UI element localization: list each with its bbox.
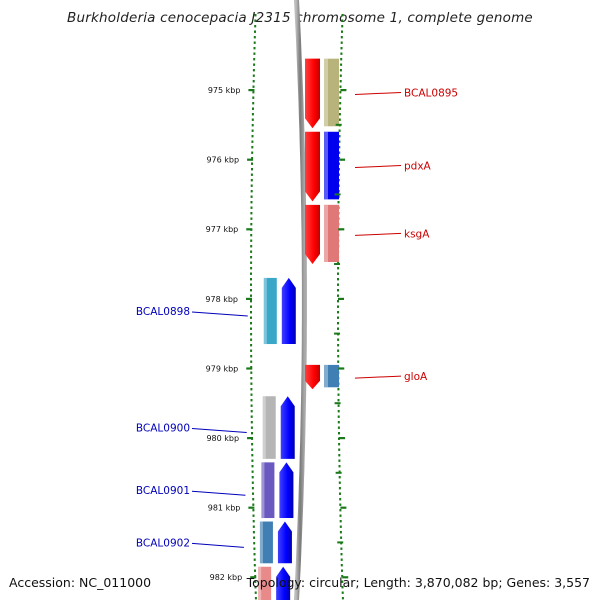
cog-highlight	[324, 364, 328, 388]
tick-label: 981 kbp	[208, 504, 241, 513]
tick-label: 979 kbp	[206, 364, 239, 373]
reverse-gene-BCAL0898	[263, 277, 296, 345]
forward-gene-gloA	[305, 364, 339, 390]
reverse-cog-box	[262, 396, 276, 459]
inner-tick	[247, 437, 254, 440]
reverse-arrow	[280, 396, 295, 459]
forward-label-leader	[354, 165, 402, 169]
outer-tick	[338, 297, 345, 300]
tick-label: 975 kbp	[208, 86, 241, 95]
forward-label-leader	[354, 375, 402, 379]
reverse-gene-4	[258, 566, 291, 600]
outer-tick	[339, 437, 346, 440]
backbone-curve	[293, 0, 307, 600]
reverse-arrow	[279, 462, 294, 519]
inner-tick	[248, 89, 255, 92]
reverse-label-leader	[191, 490, 246, 496]
forward-gene-label: ksgA	[404, 228, 430, 240]
forward-arrow	[305, 364, 320, 390]
inner-tick	[250, 576, 257, 579]
genome-backbone	[293, 0, 307, 600]
forward-label-leader	[354, 232, 402, 236]
minor-tick	[334, 193, 341, 196]
reverse-gene-BCAL0901	[261, 462, 294, 519]
cog-highlight	[324, 204, 328, 262]
outer-tick	[340, 89, 347, 92]
reverse-label-leader	[191, 428, 247, 434]
outer-tick	[342, 576, 349, 579]
reverse-cog-box	[258, 566, 272, 600]
reverse-gene-label: BCAL0901	[136, 485, 190, 497]
outer-tick	[338, 228, 345, 231]
reverse-gene-BCAL0902	[259, 521, 292, 564]
kbp-ruler: 975 kbp 976 kbp 977 kbp 978 kbp 979 kbp 980 k…	[205, 86, 349, 582]
outer-tick	[340, 506, 347, 509]
reverse-label-leader	[191, 542, 244, 548]
reverse-arrow	[276, 566, 291, 600]
cog-highlight	[263, 277, 267, 345]
cog-highlight	[261, 462, 265, 519]
cog-highlight	[262, 396, 266, 459]
tick-label: 976 kbp	[206, 156, 239, 165]
gene-features	[258, 58, 339, 600]
forward-gene-pdxA	[305, 131, 339, 202]
reverse-cog-box	[259, 521, 273, 564]
gene-labels: BCAL0895 pdxA ksgA gloA BCAL0898 BCAL0900 BCAL…	[136, 87, 458, 549]
forward-gene-label: gloA	[404, 371, 428, 383]
reverse-gene-BCAL0900	[262, 396, 295, 459]
forward-gene-label: BCAL0895	[404, 87, 458, 99]
inner-tick	[247, 158, 254, 161]
minor-tick	[334, 402, 341, 405]
outer-tick	[338, 367, 345, 370]
minor-tick	[334, 332, 341, 335]
reverse-gene-label: BCAL0902	[136, 537, 190, 549]
cog-highlight	[324, 131, 328, 200]
inner-dotted-line	[250, 14, 257, 600]
forward-label-leader	[354, 91, 402, 95]
tick-label: 978 kbp	[205, 295, 238, 304]
forward-arrow	[305, 204, 320, 264]
tick-label: 980 kbp	[206, 434, 239, 443]
reverse-gene-label: BCAL0900	[136, 423, 190, 435]
cog-highlight	[258, 566, 262, 600]
minor-tick	[335, 471, 342, 474]
inner-tick	[248, 506, 255, 509]
tick-label: 977 kbp	[206, 225, 239, 234]
forward-gene-ksgA	[305, 204, 339, 264]
forward-cog-box	[324, 204, 339, 262]
minor-tick	[335, 123, 342, 126]
tick-label: 982 kbp	[210, 573, 243, 582]
forward-cog-box	[324, 131, 339, 200]
outer-tick	[339, 158, 346, 161]
cog-highlight	[259, 521, 263, 564]
forward-gene-label: pdxA	[404, 161, 432, 173]
cog-highlight	[324, 58, 328, 127]
inner-tick	[246, 367, 253, 370]
reverse-arrow	[281, 277, 296, 345]
forward-cog-box	[324, 364, 339, 388]
reverse-gene-label: BCAL0898	[136, 306, 190, 318]
forward-arrow	[305, 131, 320, 202]
forward-cog-box	[324, 58, 339, 127]
forward-arrow	[305, 58, 320, 129]
accession-label: Accession: NC_011000	[9, 575, 152, 590]
minor-tick	[334, 263, 341, 265]
reverse-cog-box	[261, 462, 275, 519]
genome-summary: Topology: circular; Length: 3,870,082 bp…	[246, 575, 590, 590]
forward-gene-BCAL0895	[305, 58, 339, 129]
minor-tick	[337, 541, 344, 544]
inner-tick	[246, 228, 253, 231]
inner-tick	[246, 297, 253, 300]
reverse-arrow	[277, 521, 292, 564]
reverse-label-leader	[191, 311, 248, 317]
reverse-cog-box	[263, 277, 277, 345]
